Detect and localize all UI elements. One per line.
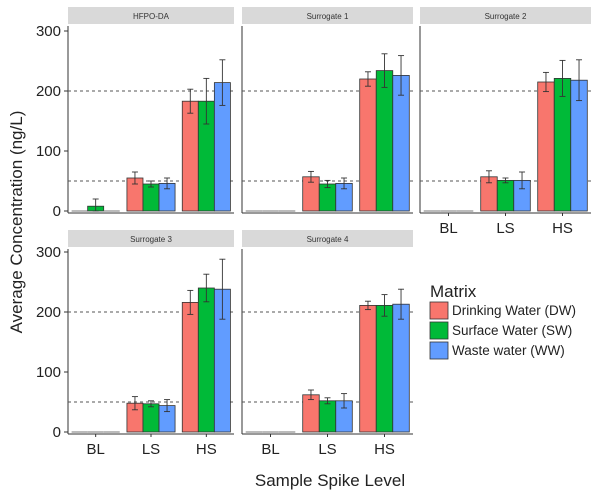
y-tick-label: 200 <box>36 83 61 100</box>
x-tick-label: HS <box>196 441 217 458</box>
x-tick-label: BL <box>86 441 104 458</box>
bar <box>142 403 160 433</box>
bar <box>359 304 377 433</box>
panel-marks-3: BL LS HS 0 100 200 300 <box>36 244 234 458</box>
x-tick-label: BL <box>439 220 457 237</box>
y-tick-label: 100 <box>36 364 61 381</box>
x-tick-label: HS <box>552 220 573 237</box>
panel-strip <box>68 7 234 24</box>
y-tick-label: 100 <box>36 143 61 160</box>
panel-marks-1 <box>242 53 413 212</box>
x-tick-label: LS <box>318 441 336 458</box>
panel-title: Surrogate 4 <box>307 235 349 244</box>
panel-title: HFPO-DA <box>133 12 170 21</box>
y-tick-label: 0 <box>53 424 61 441</box>
legend-swatch-sw <box>429 321 449 340</box>
x-tick-label: LS <box>496 220 514 237</box>
bar <box>375 70 394 212</box>
legend-label-dw: Drinking Water (DW) <box>452 303 576 318</box>
bar <box>142 183 160 212</box>
bar <box>318 400 337 433</box>
panel-marks-4: BL LS HS <box>242 288 413 458</box>
panel-strip <box>242 230 413 247</box>
bar <box>392 75 410 212</box>
x-tick-label: HS <box>374 441 395 458</box>
legend: Matrix Drinking Water (DW) Surface Water… <box>429 282 576 360</box>
bar <box>537 81 555 212</box>
bar <box>302 394 320 433</box>
panel-strip <box>68 230 234 247</box>
panel-marks-0: 0 100 200 300 <box>36 23 234 220</box>
bar <box>181 100 199 212</box>
legend-swatch-dw <box>429 301 449 320</box>
y-axis-title: Average Concentration (ng/L) <box>7 111 26 334</box>
legend-swatch-ww <box>429 341 449 360</box>
bar <box>375 304 394 433</box>
panel-strip <box>420 7 591 24</box>
bar <box>359 78 377 212</box>
x-tick-label: BL <box>261 441 279 458</box>
panel-hfpo-da: HFPO-DA <box>67 7 234 214</box>
y-tick-label: 200 <box>36 304 61 321</box>
bar <box>181 301 199 433</box>
y-tick-label: 300 <box>36 23 61 40</box>
bar <box>553 78 572 212</box>
bar <box>392 303 410 433</box>
panel-title: Surrogate 1 <box>307 12 349 21</box>
panel-marks-2: BL LS HS <box>420 59 591 237</box>
panel-surrogate-1: Surrogate 1 <box>241 7 413 214</box>
panel-title: Surrogate 3 <box>130 235 172 244</box>
panel-title: Surrogate 2 <box>485 12 527 21</box>
x-axis-title: Sample Spike Level <box>255 471 405 490</box>
bar <box>496 179 515 212</box>
y-tick-label: 0 <box>53 203 61 220</box>
y-tick-label: 300 <box>36 244 61 261</box>
panel-strip <box>242 7 413 24</box>
bar <box>197 287 215 433</box>
legend-label-ww: Waste water (WW) <box>452 343 565 358</box>
legend-label-sw: Surface Water (SW) <box>452 323 572 338</box>
x-tick-label: LS <box>142 441 160 458</box>
legend-title: Matrix <box>430 282 477 301</box>
